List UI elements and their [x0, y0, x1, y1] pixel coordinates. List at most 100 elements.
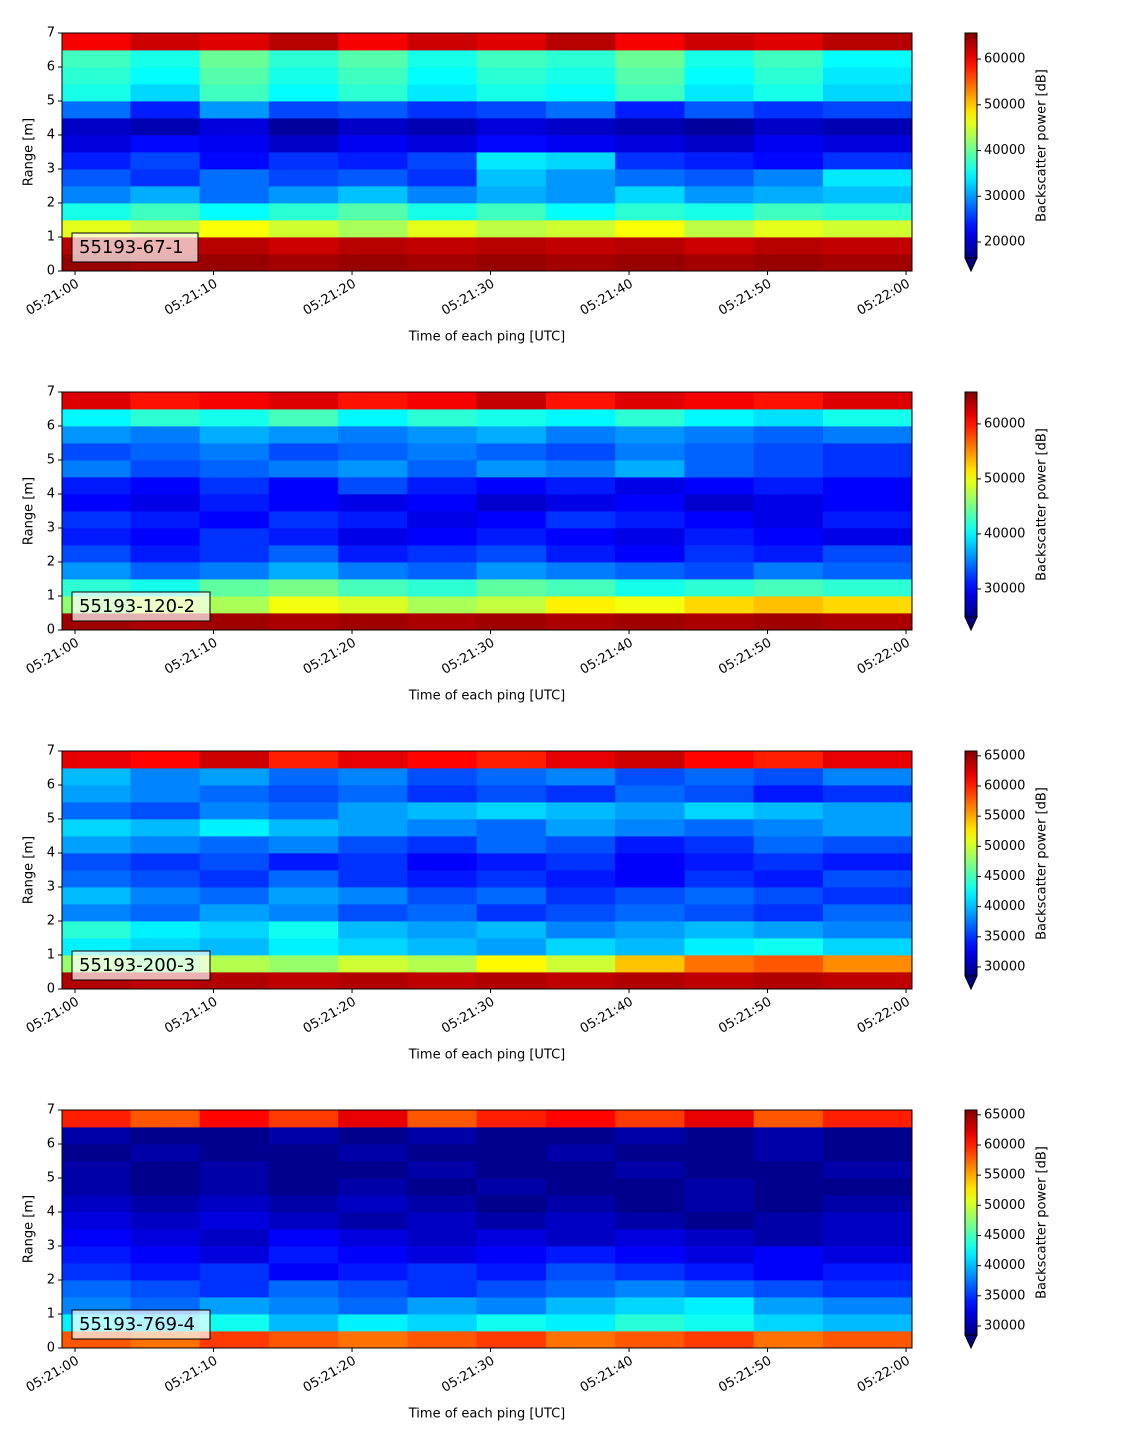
y-axis-label: Range [m] [22, 477, 37, 545]
y-tick-label: 2 [47, 555, 55, 570]
y-tick-label: 3 [47, 880, 55, 895]
cell [407, 802, 478, 820]
cell [684, 409, 755, 427]
cell [753, 751, 824, 769]
cell [615, 751, 685, 769]
cell [476, 84, 547, 102]
cell [130, 802, 201, 820]
cell [753, 460, 824, 478]
cell [684, 836, 755, 854]
cell [268, 751, 339, 769]
cell [199, 545, 270, 563]
cell [753, 254, 824, 272]
cell [199, 118, 270, 136]
cell [407, 955, 478, 973]
cell [615, 1314, 685, 1332]
cell [822, 887, 913, 905]
cell [338, 1314, 408, 1332]
cell [338, 853, 408, 871]
cell [407, 1127, 478, 1145]
cell [199, 220, 270, 238]
cell [268, 494, 339, 512]
cell [199, 870, 270, 888]
cell [822, 443, 913, 461]
cell [199, 67, 270, 85]
cell [545, 392, 616, 410]
cell [684, 67, 755, 85]
cell [476, 751, 547, 769]
cell [684, 768, 755, 786]
cell [753, 1314, 824, 1332]
y-tick-label: 5 [47, 453, 55, 468]
cell [268, 596, 339, 614]
cell [753, 1280, 824, 1298]
cell [407, 904, 478, 922]
cell [130, 562, 201, 580]
cell [407, 1297, 478, 1315]
x-tick-label: 05:21:30 [439, 636, 497, 678]
cell [684, 203, 755, 221]
cell [753, 579, 824, 597]
cell [822, 1280, 913, 1298]
cell [615, 511, 685, 529]
cell [199, 1212, 270, 1230]
cell [822, 220, 913, 238]
colorbar-frame [964, 32, 978, 258]
cell [62, 836, 131, 854]
cell [753, 1331, 824, 1349]
colorbar [965, 751, 977, 976]
cell [684, 1110, 755, 1128]
cell [615, 1195, 685, 1213]
cell [684, 477, 755, 495]
x-tick-label: 05:21:40 [578, 636, 636, 678]
cell [545, 50, 616, 68]
x-axis-label: Time of each ping [UTC] [408, 689, 566, 704]
cell [822, 1212, 913, 1230]
cell [476, 460, 547, 478]
cell [615, 33, 685, 51]
cell [338, 1195, 408, 1213]
cell [338, 938, 408, 956]
colorbar-tick-label: 20000 [984, 234, 1025, 249]
cell [476, 443, 547, 461]
cell [338, 528, 408, 546]
cell [545, 1212, 616, 1230]
cell [684, 887, 755, 905]
cell [199, 1161, 270, 1179]
cell [684, 443, 755, 461]
cell [199, 921, 270, 939]
cell [338, 135, 408, 153]
cell [199, 169, 270, 187]
cell [753, 409, 824, 427]
cell [199, 152, 270, 170]
x-tick-label: 05:21:50 [716, 636, 774, 678]
cell [130, 426, 201, 444]
cell [753, 1110, 824, 1128]
y-tick-label: 4 [47, 128, 55, 143]
colorbar-label: Backscatter power [dB] [1035, 69, 1050, 222]
cell [476, 1110, 547, 1128]
cell [753, 972, 824, 990]
cell [338, 50, 408, 68]
cell [753, 562, 824, 580]
cell [684, 392, 755, 410]
cell [615, 460, 685, 478]
cell [476, 904, 547, 922]
cell [476, 67, 547, 85]
cell [338, 1110, 408, 1128]
cell [407, 426, 478, 444]
cell [476, 853, 547, 871]
cell [545, 203, 616, 221]
cell [753, 135, 824, 153]
cell [545, 409, 616, 427]
cell [684, 1280, 755, 1298]
cell [684, 1314, 755, 1332]
cell [62, 101, 131, 119]
cell [822, 254, 913, 272]
cell [130, 33, 201, 51]
cell [268, 392, 339, 410]
cell [684, 186, 755, 204]
cell [268, 220, 339, 238]
cell [268, 1178, 339, 1196]
cell [545, 785, 616, 803]
